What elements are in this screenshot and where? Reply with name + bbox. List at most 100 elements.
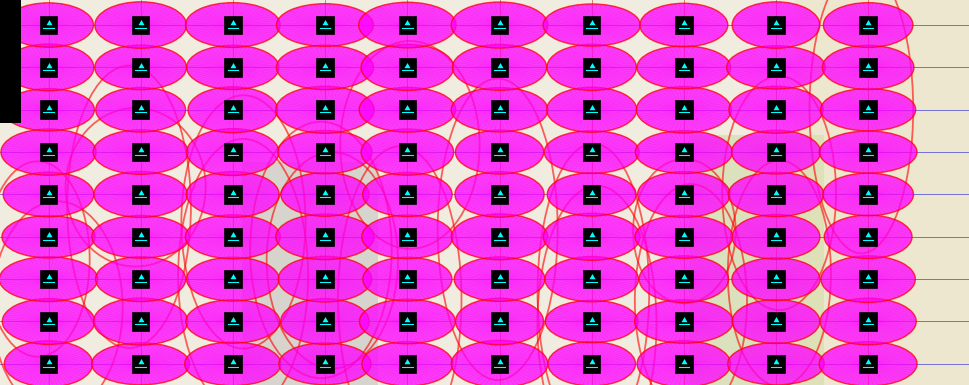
FancyBboxPatch shape — [674, 228, 692, 246]
Ellipse shape — [451, 88, 547, 132]
FancyBboxPatch shape — [859, 270, 876, 288]
Ellipse shape — [3, 44, 94, 91]
Ellipse shape — [2, 298, 95, 345]
FancyBboxPatch shape — [582, 58, 600, 77]
Ellipse shape — [276, 4, 373, 46]
FancyBboxPatch shape — [316, 58, 333, 77]
FancyBboxPatch shape — [766, 355, 784, 373]
FancyBboxPatch shape — [582, 355, 600, 373]
Ellipse shape — [819, 131, 916, 173]
FancyBboxPatch shape — [132, 58, 149, 77]
Ellipse shape — [186, 171, 279, 218]
FancyBboxPatch shape — [582, 270, 600, 288]
Ellipse shape — [96, 87, 185, 132]
FancyBboxPatch shape — [582, 100, 600, 119]
Ellipse shape — [359, 299, 454, 344]
Ellipse shape — [726, 46, 825, 89]
FancyBboxPatch shape — [316, 355, 333, 373]
Bar — [688, 135, 824, 385]
FancyBboxPatch shape — [224, 143, 241, 161]
Bar — [0, 0, 21, 123]
FancyBboxPatch shape — [582, 228, 600, 246]
Ellipse shape — [547, 173, 636, 216]
Ellipse shape — [281, 172, 368, 216]
Ellipse shape — [451, 214, 547, 260]
FancyBboxPatch shape — [316, 143, 333, 161]
FancyBboxPatch shape — [490, 312, 508, 331]
Ellipse shape — [3, 89, 94, 131]
FancyBboxPatch shape — [398, 185, 416, 204]
Ellipse shape — [637, 341, 730, 385]
FancyBboxPatch shape — [766, 228, 784, 246]
Ellipse shape — [824, 215, 911, 258]
FancyBboxPatch shape — [398, 312, 416, 331]
FancyBboxPatch shape — [40, 185, 57, 204]
Ellipse shape — [275, 214, 374, 259]
FancyBboxPatch shape — [398, 355, 416, 373]
Ellipse shape — [188, 87, 277, 133]
FancyBboxPatch shape — [40, 143, 57, 161]
FancyBboxPatch shape — [40, 355, 57, 373]
Ellipse shape — [635, 215, 732, 258]
Ellipse shape — [278, 343, 371, 385]
FancyBboxPatch shape — [766, 143, 784, 161]
FancyBboxPatch shape — [490, 228, 508, 246]
Ellipse shape — [185, 215, 280, 259]
Ellipse shape — [823, 3, 912, 47]
FancyBboxPatch shape — [224, 312, 241, 331]
Ellipse shape — [547, 342, 635, 385]
Ellipse shape — [93, 298, 188, 345]
FancyBboxPatch shape — [398, 270, 416, 288]
FancyBboxPatch shape — [490, 58, 508, 77]
Ellipse shape — [454, 172, 544, 217]
Ellipse shape — [636, 87, 731, 133]
Ellipse shape — [95, 2, 186, 48]
FancyBboxPatch shape — [582, 185, 600, 204]
Ellipse shape — [277, 131, 372, 174]
Ellipse shape — [637, 46, 730, 89]
FancyBboxPatch shape — [132, 228, 149, 246]
Ellipse shape — [359, 87, 455, 132]
FancyBboxPatch shape — [316, 185, 333, 204]
Ellipse shape — [96, 257, 185, 301]
FancyBboxPatch shape — [132, 270, 149, 288]
Ellipse shape — [360, 44, 453, 90]
FancyBboxPatch shape — [674, 143, 692, 161]
Ellipse shape — [360, 129, 453, 175]
Ellipse shape — [820, 89, 915, 131]
Ellipse shape — [362, 172, 452, 216]
Ellipse shape — [635, 131, 732, 174]
Ellipse shape — [0, 257, 98, 301]
FancyBboxPatch shape — [766, 270, 784, 288]
Ellipse shape — [4, 3, 93, 47]
Ellipse shape — [545, 300, 638, 343]
Ellipse shape — [728, 172, 823, 216]
Ellipse shape — [634, 300, 733, 343]
Ellipse shape — [361, 215, 453, 259]
Ellipse shape — [732, 258, 819, 301]
Ellipse shape — [359, 2, 455, 48]
FancyBboxPatch shape — [224, 185, 241, 204]
FancyBboxPatch shape — [859, 185, 876, 204]
FancyBboxPatch shape — [582, 312, 600, 331]
Ellipse shape — [822, 45, 913, 89]
Ellipse shape — [544, 131, 639, 173]
FancyBboxPatch shape — [224, 16, 241, 34]
Ellipse shape — [1, 129, 96, 175]
Ellipse shape — [819, 341, 916, 385]
FancyBboxPatch shape — [40, 270, 57, 288]
Ellipse shape — [640, 3, 727, 47]
Ellipse shape — [92, 216, 189, 258]
Ellipse shape — [543, 4, 640, 46]
Ellipse shape — [2, 216, 95, 258]
Ellipse shape — [822, 173, 913, 216]
FancyBboxPatch shape — [674, 16, 692, 34]
FancyBboxPatch shape — [490, 143, 508, 161]
FancyBboxPatch shape — [766, 16, 784, 34]
FancyBboxPatch shape — [40, 228, 57, 246]
FancyBboxPatch shape — [132, 312, 149, 331]
FancyBboxPatch shape — [674, 58, 692, 77]
Ellipse shape — [547, 44, 636, 90]
FancyBboxPatch shape — [490, 355, 508, 373]
FancyBboxPatch shape — [859, 143, 876, 161]
